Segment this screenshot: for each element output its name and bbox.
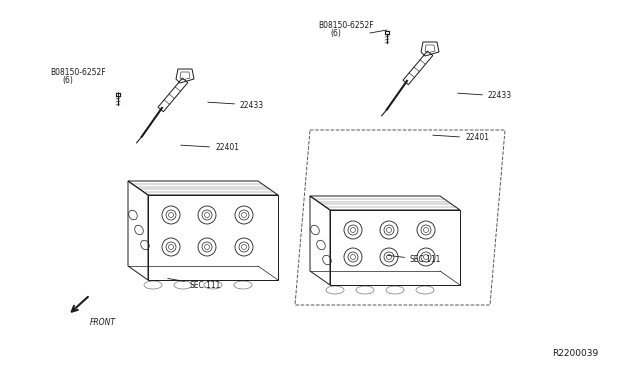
Text: R2200039: R2200039 — [552, 349, 598, 358]
Text: SEC.111: SEC.111 — [168, 279, 221, 289]
Text: FRONT: FRONT — [90, 318, 116, 327]
Text: 22401: 22401 — [433, 134, 489, 142]
Text: 22433: 22433 — [208, 100, 264, 109]
Text: (6): (6) — [330, 29, 341, 38]
Text: B08150-6252F: B08150-6252F — [318, 21, 374, 30]
Text: 22401: 22401 — [180, 144, 239, 153]
Text: (6): (6) — [62, 76, 73, 85]
Text: B08150-6252F: B08150-6252F — [50, 68, 106, 77]
Text: SEC.111: SEC.111 — [388, 255, 442, 264]
Text: 22433: 22433 — [458, 92, 512, 100]
